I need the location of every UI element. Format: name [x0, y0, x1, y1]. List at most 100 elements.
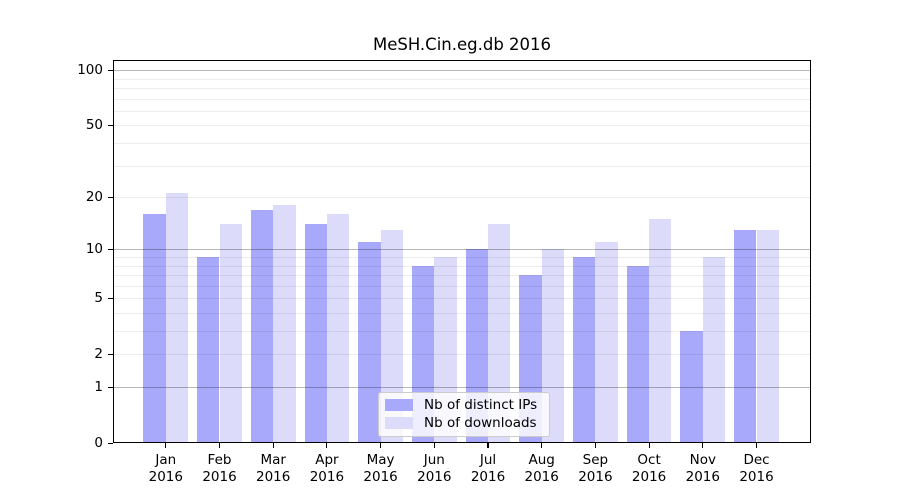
x-tick-year: 2016 — [148, 468, 183, 485]
x-tick-month: May — [366, 452, 395, 468]
y-tick — [108, 196, 113, 198]
x-tick-label: Feb 2016 — [190, 452, 250, 485]
legend-label-downloads: Nb of downloads — [424, 415, 537, 431]
y-tick — [108, 297, 113, 299]
x-tick — [541, 443, 543, 448]
x-tick — [702, 443, 704, 448]
minor-gridline — [114, 275, 810, 277]
y-tick-label: 1 — [94, 379, 103, 395]
x-tick — [648, 443, 650, 448]
bar-downloads-oct — [649, 219, 672, 443]
y-tick-label: 0 — [94, 435, 103, 451]
x-tick — [594, 443, 596, 448]
x-tick-month: Mar — [260, 452, 286, 468]
x-tick — [755, 443, 758, 448]
x-tick-month: Oct — [637, 452, 661, 468]
bar-distinct-ips-apr — [304, 224, 327, 443]
minor-gridline — [114, 312, 810, 314]
y-tick-label: 10 — [85, 241, 103, 258]
bar-downloads-jan — [165, 193, 189, 443]
x-tick-year: 2016 — [578, 468, 613, 485]
minor-gridline — [114, 165, 810, 167]
bar-downloads-sep — [595, 242, 618, 443]
minor-gridline — [114, 285, 810, 287]
bar-downloads-apr — [326, 214, 350, 443]
x-tick-label: Jun 2016 — [404, 452, 464, 485]
minor-gridline — [114, 197, 810, 199]
x-tick-label: Mar 2016 — [243, 452, 303, 485]
x-tick-year: 2016 — [739, 468, 774, 485]
y-tick — [108, 124, 113, 127]
y-tick — [108, 442, 113, 444]
x-tick-label: Nov 2016 — [673, 452, 733, 485]
minor-gridline — [114, 298, 810, 300]
legend-item-downloads: Nb of downloads — [385, 416, 541, 430]
bar-distinct-ips-oct — [626, 265, 650, 443]
y-tick-label: 20 — [85, 189, 103, 206]
legend-label-distinct-ips: Nb of distinct IPs — [424, 397, 538, 413]
minor-gridline — [114, 265, 810, 267]
x-tick — [380, 443, 382, 448]
bar-downloads-may — [380, 229, 403, 443]
minor-gridline — [114, 78, 810, 80]
minor-gridline — [114, 98, 810, 100]
y-tick — [108, 248, 113, 250]
x-tick-month: Nov — [689, 452, 716, 468]
x-tick-month: Feb — [207, 452, 232, 468]
y-tick-label: 5 — [94, 290, 103, 307]
y-tick — [108, 353, 113, 355]
chart-title: MeSH.Cin.eg.db 2016 — [372, 35, 552, 54]
bar-downloads-nov — [702, 257, 726, 443]
x-tick — [272, 443, 274, 448]
x-tick-year: 2016 — [631, 468, 667, 485]
minor-gridline — [114, 125, 810, 127]
bar-distinct-ips-dec — [734, 229, 757, 443]
bar-downloads-feb — [219, 224, 242, 443]
x-tick — [487, 443, 489, 448]
x-tick-year: 2016 — [202, 468, 237, 485]
bar-distinct-ips-jan — [143, 214, 166, 443]
minor-gridline — [114, 257, 810, 258]
x-tick-month: Sep — [582, 452, 609, 468]
legend-swatch-distinct-ips — [385, 399, 413, 411]
legend: Nb of distinct IPs Nb of downloads — [378, 392, 550, 437]
major-gridline — [114, 249, 810, 251]
y-tick — [108, 69, 113, 71]
x-tick — [433, 443, 435, 448]
x-tick — [165, 443, 167, 448]
major-gridline — [114, 387, 810, 388]
minor-gridline — [114, 143, 810, 145]
minor-gridline — [114, 354, 810, 356]
x-tick-label: Aug 2016 — [512, 452, 572, 485]
bar-distinct-ips-nov — [680, 331, 703, 443]
x-tick — [218, 443, 221, 448]
x-tick-month: Aug — [528, 452, 555, 468]
legend-item-distinct-ips: Nb of distinct IPs — [385, 398, 541, 412]
y-tick-label: 100 — [77, 62, 103, 79]
minor-gridline — [114, 88, 810, 90]
x-tick-month: Jan — [155, 452, 177, 468]
major-gridline — [114, 70, 810, 72]
x-tick-year: 2016 — [470, 468, 506, 485]
x-tick-label: May 2016 — [351, 452, 411, 485]
y-tick-label: 50 — [85, 117, 103, 134]
bar-distinct-ips-may — [358, 242, 381, 443]
x-tick-label: Oct 2016 — [619, 452, 679, 485]
x-tick-label: Jan 2016 — [136, 452, 196, 485]
axes-frame — [113, 60, 811, 443]
x-tick-month: Dec — [743, 452, 770, 468]
x-tick-year: 2016 — [685, 468, 720, 485]
bar-downloads-dec — [756, 229, 779, 443]
bar-distinct-ips-sep — [573, 257, 596, 443]
minor-gridline — [114, 331, 810, 333]
y-tick-label: 2 — [94, 346, 103, 363]
x-tick-month: Apr — [315, 452, 339, 468]
x-tick-year: 2016 — [309, 468, 345, 485]
minor-gridline — [114, 110, 810, 112]
x-tick-year: 2016 — [256, 468, 291, 485]
x-tick-month: Jul — [479, 452, 497, 468]
x-tick-label: Sep 2016 — [565, 452, 625, 485]
